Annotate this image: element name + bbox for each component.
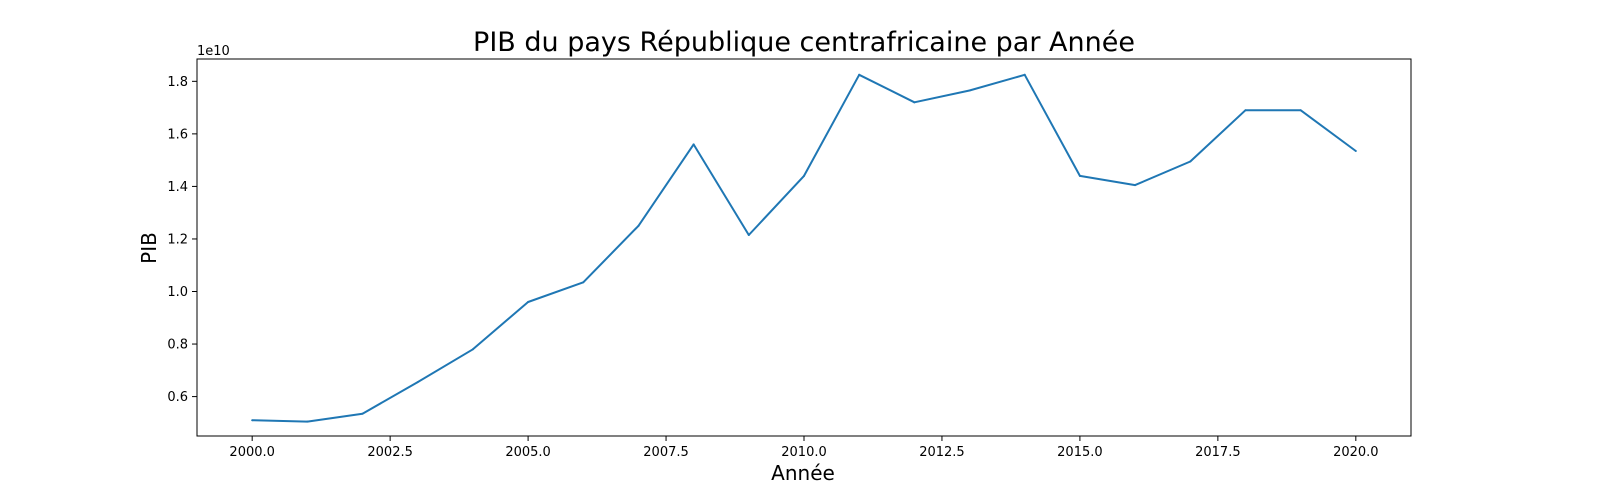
chart-title: PIB du pays République centrafricaine pa… xyxy=(473,27,1135,58)
y-tick-label: 1.4 xyxy=(167,180,188,195)
x-tick-label: 2020.0 xyxy=(1333,445,1379,460)
y-tick-label: 0.6 xyxy=(167,390,188,405)
data-point xyxy=(471,348,474,351)
plot-frame xyxy=(196,58,1412,437)
y-offset-label: 1e10 xyxy=(197,44,230,59)
data-point xyxy=(306,420,309,423)
data-point xyxy=(1354,149,1357,152)
data-point xyxy=(1078,174,1081,177)
y-tick-label: 1.0 xyxy=(167,285,188,300)
x-tick-label: 2002.5 xyxy=(367,445,413,460)
y-tick-label: 1.8 xyxy=(167,75,188,90)
data-point xyxy=(637,224,640,227)
y-tick-label: 0.8 xyxy=(167,338,188,353)
x-tick-label: 2005.0 xyxy=(505,445,551,460)
y-tick-label: 1.6 xyxy=(167,127,188,142)
data-point xyxy=(1244,109,1247,112)
data-point xyxy=(527,301,530,304)
data-point xyxy=(968,89,971,92)
x-tick-label: 2007.5 xyxy=(643,445,689,460)
x-tick-label: 2017.5 xyxy=(1195,445,1241,460)
y-axis-title: PIB xyxy=(137,232,161,264)
data-point xyxy=(803,174,805,177)
data-point xyxy=(416,381,419,384)
data-point xyxy=(1134,184,1137,187)
y-tick-label: 1.2 xyxy=(167,232,188,247)
data-point xyxy=(913,101,916,104)
x-axis-title: Année xyxy=(771,461,835,485)
x-tick-label: 2000.0 xyxy=(229,445,275,460)
data-point xyxy=(251,419,254,422)
data-point xyxy=(858,73,861,76)
data-point xyxy=(1299,109,1302,112)
data-point xyxy=(692,143,695,146)
data-point xyxy=(361,412,364,415)
data-point xyxy=(1189,160,1192,163)
series-line xyxy=(252,73,1357,423)
data-point xyxy=(582,281,585,284)
x-tick-label: 2012.5 xyxy=(919,445,965,460)
x-tick-label: 2015.0 xyxy=(1057,445,1103,460)
data-point xyxy=(1023,73,1026,76)
x-tick-label: 2010.0 xyxy=(781,445,827,460)
data-point xyxy=(747,234,750,237)
plot-area: 2000.0 2002.5 2005.0 2007.5 2010.0 2012.5 2015… xyxy=(167,58,1412,460)
